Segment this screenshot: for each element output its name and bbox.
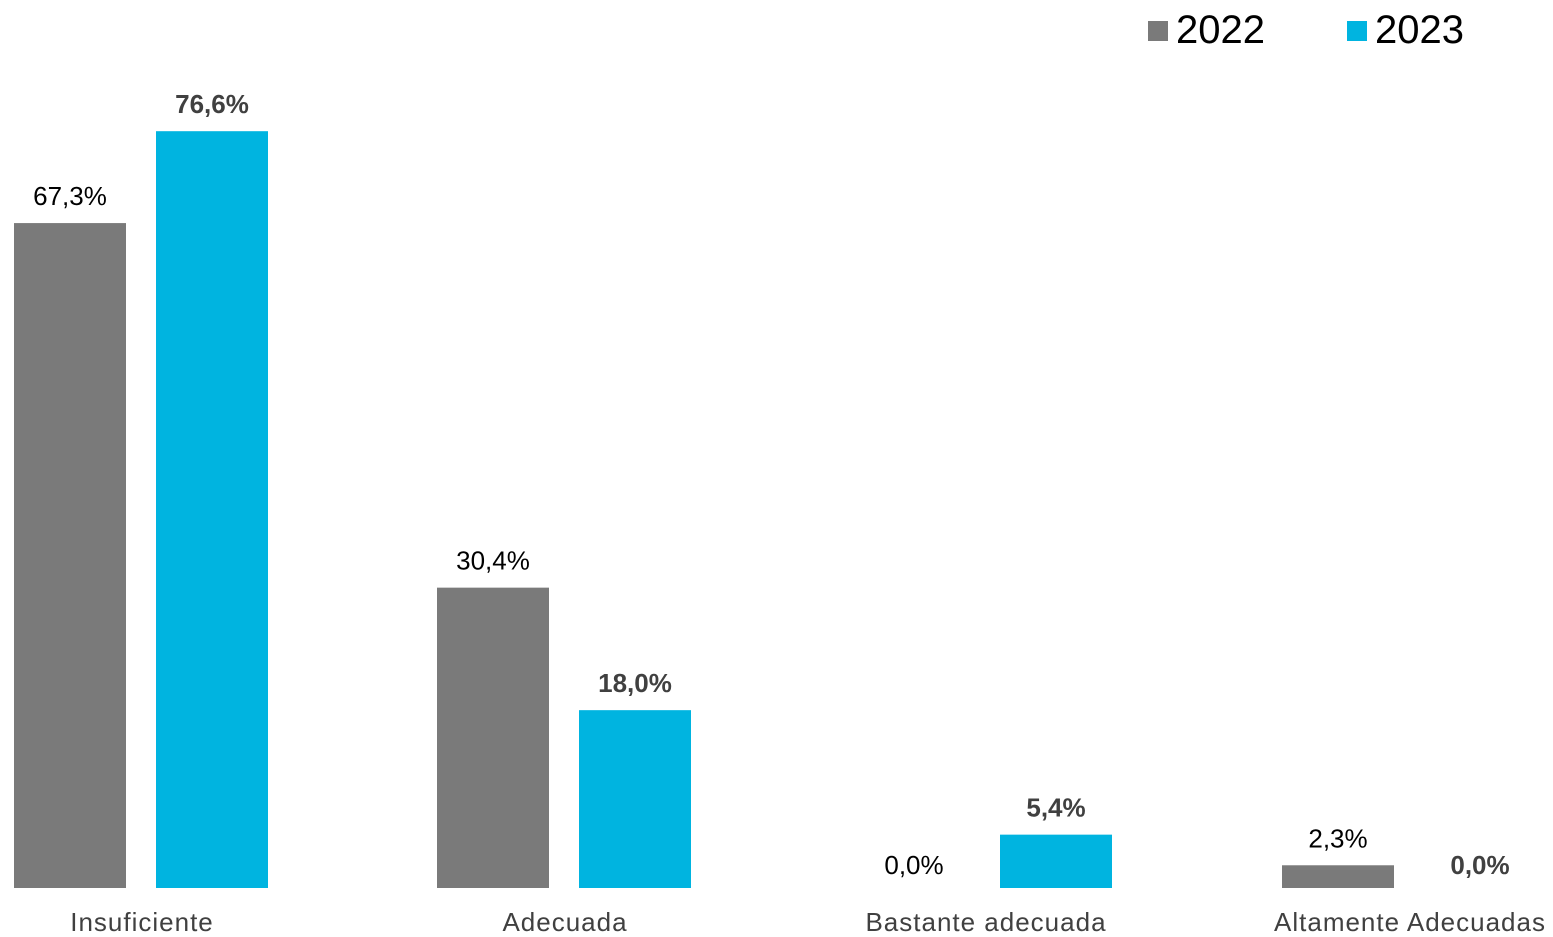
legend-item-2022: 2022 xyxy=(1148,8,1265,53)
data-label-2022-1: 30,4% xyxy=(456,546,530,576)
legend-label-2022: 2022 xyxy=(1176,8,1265,52)
bar-2023-1 xyxy=(579,710,691,888)
category-label-1: Adecuada xyxy=(502,907,627,937)
legend-item-2023: 2023 xyxy=(1346,8,1464,53)
bar-2023-0 xyxy=(156,131,268,888)
data-label-2022-0: 67,3% xyxy=(33,181,107,211)
data-label-2022-2: 0,0% xyxy=(884,850,943,880)
legend-swatch-2022 xyxy=(1148,20,1168,41)
chart-legend: 2022 2023 xyxy=(1148,8,1464,53)
category-label-0: Insuficiente xyxy=(70,907,214,937)
category-label-3: Altamente Adecuadas xyxy=(1274,907,1546,937)
bar-2022-1 xyxy=(437,587,549,888)
data-label-2022-3: 2,3% xyxy=(1308,823,1367,853)
data-label-2023-3: 0,0% xyxy=(1450,850,1509,880)
category-label-2: Bastante adecuada xyxy=(865,907,1106,937)
bar-2023-2 xyxy=(1000,834,1112,888)
legend-label-2023: 2023 xyxy=(1374,8,1464,52)
legend-swatch-2023 xyxy=(1346,20,1367,41)
data-label-2023-0: 76,6% xyxy=(175,89,249,119)
data-label-2023-2: 5,4% xyxy=(1026,793,1085,823)
data-label-2023-1: 18,0% xyxy=(598,668,672,698)
bar-2022-0 xyxy=(14,223,126,889)
bar-2022-3 xyxy=(1282,865,1394,888)
